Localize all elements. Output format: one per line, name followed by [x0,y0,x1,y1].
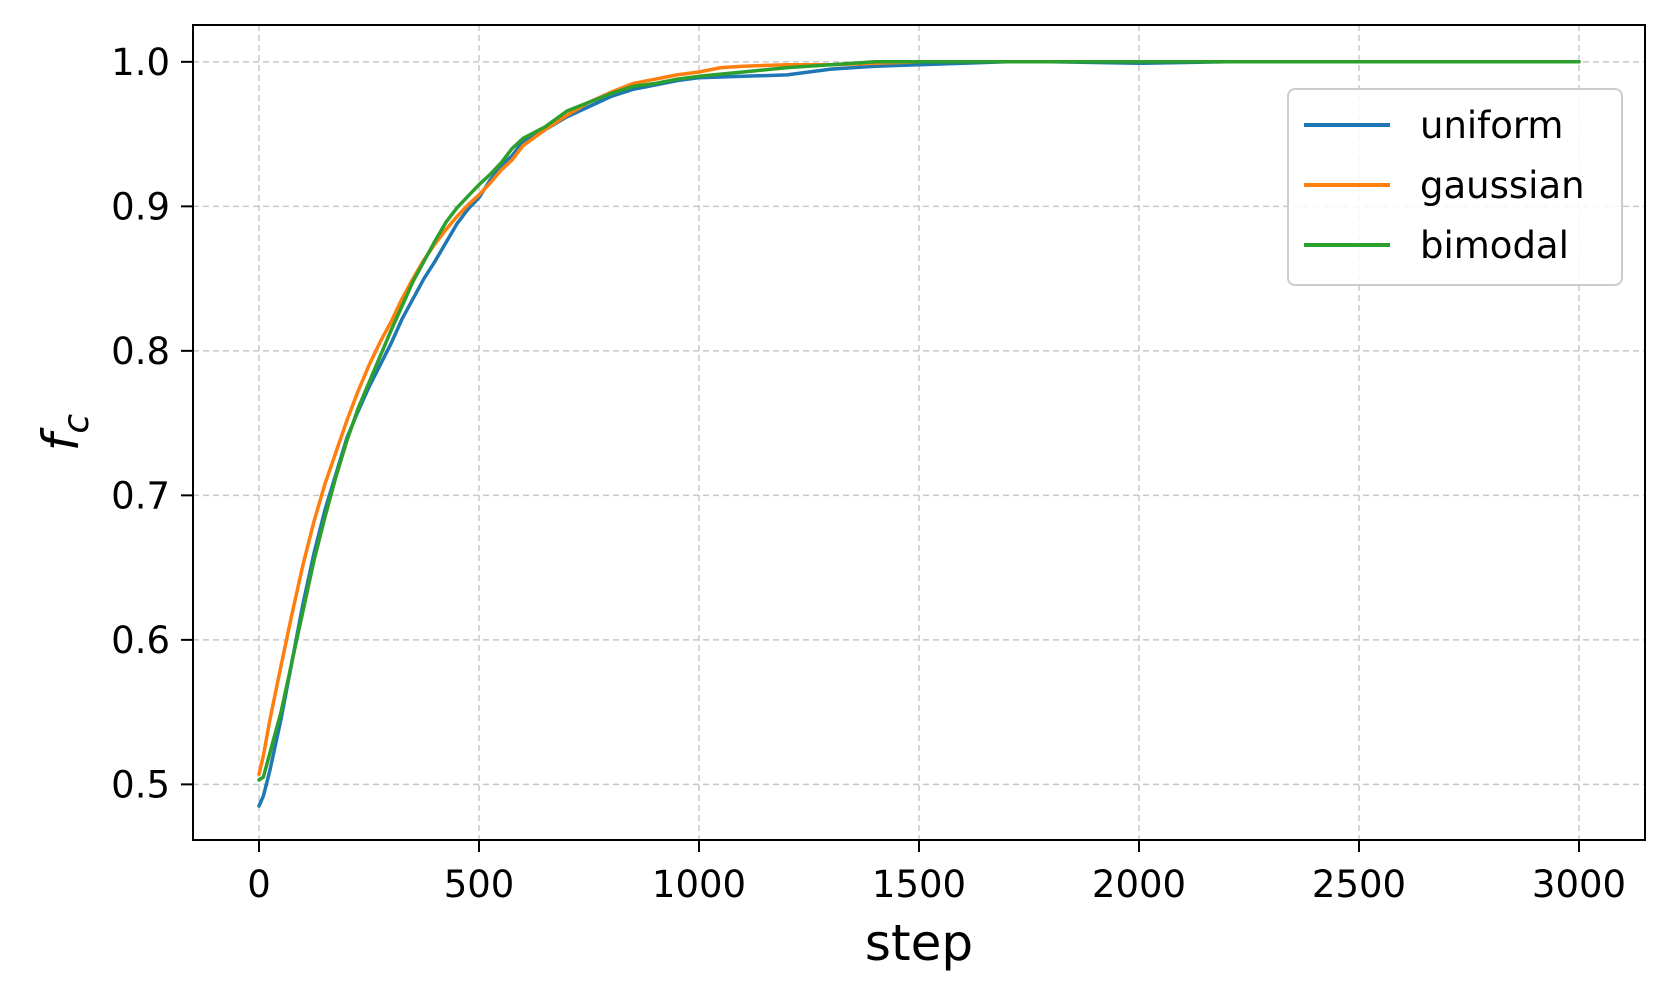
y-tick-label: 0.6 [111,619,170,662]
x-tick-label: 1500 [872,863,966,906]
x-tick-label: 3000 [1532,863,1626,906]
y-tick-label: 0.8 [111,330,170,373]
legend: uniform gaussian bimodal [1287,88,1623,286]
x-tick-label: 2500 [1312,863,1406,906]
y-axis-label-subscript: c [56,414,97,434]
x-tick-label: 1000 [652,863,746,906]
axis-ticks: 0 500 1000 1500 2000 2500 3000 0.5 0.6 0.7 0.8 0.9 1… [111,41,1626,906]
series-line-bimodal [257,60,1581,782]
legend-label-gaussian: gaussian [1420,164,1585,207]
legend-label-bimodal: bimodal [1420,224,1569,267]
x-tick-label: 500 [444,863,515,906]
x-axis-label: step [865,914,973,972]
x-tick-label: 0 [247,863,271,906]
y-tick-label: 1.0 [111,41,170,84]
y-tick-label: 0.5 [111,763,170,806]
series-lines [257,60,1581,808]
legend-label-uniform: uniform [1420,104,1563,147]
y-tick-label: 0.9 [111,185,170,228]
x-tick-label: 2000 [1092,863,1186,906]
y-tick-label: 0.7 [111,474,170,517]
legend-box [1287,88,1623,286]
series-line-gaussian [257,60,1581,777]
